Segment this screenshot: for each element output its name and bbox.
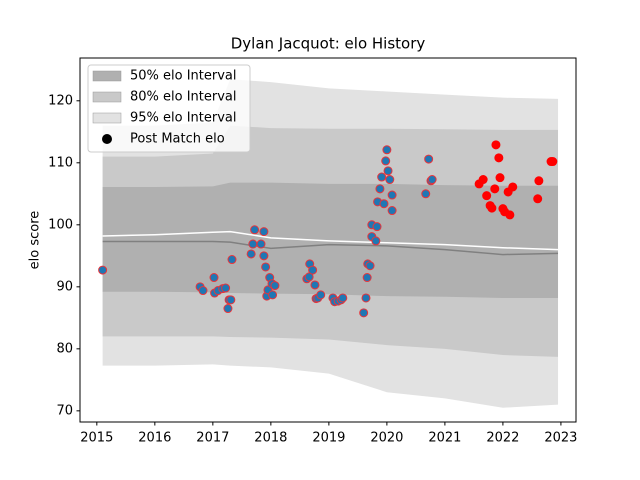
elo-point (385, 175, 395, 185)
elo-point (383, 166, 393, 176)
elo-point (427, 175, 437, 185)
elo-point (316, 290, 326, 300)
legend-swatch (92, 70, 122, 82)
elo-point (505, 210, 515, 220)
elo-point (387, 206, 397, 216)
elo-point (375, 184, 385, 194)
legend-swatch (92, 91, 122, 103)
y-tick-label: 90 (56, 279, 73, 294)
y-axis-label: elo score (28, 211, 43, 270)
elo-point (371, 236, 381, 246)
elo-point (308, 265, 318, 275)
plot-area (98, 79, 559, 408)
elo-point (261, 262, 271, 272)
elo-point (259, 251, 269, 261)
elo-line (102, 240, 559, 256)
elo-point (250, 225, 260, 235)
chart-title: Dylan Jacquot: elo History (231, 35, 426, 53)
elo-point (491, 140, 501, 150)
x-tick-label: 2021 (428, 431, 461, 446)
elo-point (534, 176, 544, 186)
elo-point (268, 290, 278, 300)
x-tick-label: 2016 (138, 431, 171, 446)
x-tick-label: 2020 (370, 431, 403, 446)
legend-marker (102, 134, 112, 144)
elo-point (372, 222, 382, 232)
elo-point (490, 184, 500, 194)
elo-point (495, 173, 505, 183)
elo-point (478, 175, 488, 185)
elo-point (482, 191, 492, 201)
x-tick-label: 2023 (544, 431, 577, 446)
y-tick-label: 80 (56, 341, 73, 356)
x-tick-label: 2019 (312, 431, 345, 446)
y-tick-label: 70 (56, 403, 73, 418)
elo-point (270, 281, 280, 291)
elo-point (377, 172, 387, 182)
elo-point (227, 255, 237, 265)
elo-point (98, 265, 108, 275)
y-tick-label: 110 (48, 155, 73, 170)
legend-label: 50% elo Interval (130, 69, 237, 84)
legend-label: Post Match elo (130, 132, 225, 147)
elo-point (421, 189, 431, 199)
legend-swatch (92, 112, 122, 124)
elo-point (382, 145, 392, 155)
axes-frame (79, 57, 577, 423)
elo-point (487, 203, 497, 213)
elo-line (102, 230, 559, 251)
elo-point (223, 304, 233, 314)
elo-point (256, 239, 266, 249)
elo-point (198, 286, 208, 296)
y-tick-label: 100 (48, 217, 73, 232)
elo-point (365, 261, 375, 271)
elo-point (359, 308, 369, 318)
elo-point (361, 293, 371, 303)
elo-point (221, 283, 231, 293)
elo-point (494, 153, 504, 163)
elo-point (548, 157, 558, 167)
legend-label: 95% elo Interval (130, 111, 237, 126)
elo-point (246, 249, 256, 259)
x-tick-label: 2015 (80, 431, 113, 446)
x-tick-label: 2022 (486, 431, 519, 446)
elo-point (533, 194, 543, 204)
elo-point (310, 280, 320, 290)
elo-point (508, 182, 518, 192)
elo-point (387, 190, 397, 200)
legend-label: 80% elo Interval (130, 90, 237, 105)
x-tick-label: 2018 (254, 431, 287, 446)
elo-point (381, 156, 391, 166)
x-tick-label: 2017 (196, 431, 229, 446)
elo-point (379, 199, 389, 209)
elo-point (248, 239, 258, 249)
legend: 50% elo Interval 80% elo Interval 95% elo … (87, 64, 251, 153)
elo-point (226, 295, 236, 305)
elo-point (362, 273, 372, 283)
elo-point (338, 293, 348, 303)
elo-point (209, 273, 219, 283)
legend-box (87, 64, 251, 153)
y-tick-label: 120 (48, 93, 73, 108)
elo-point (259, 227, 269, 237)
elo-point (424, 154, 434, 164)
